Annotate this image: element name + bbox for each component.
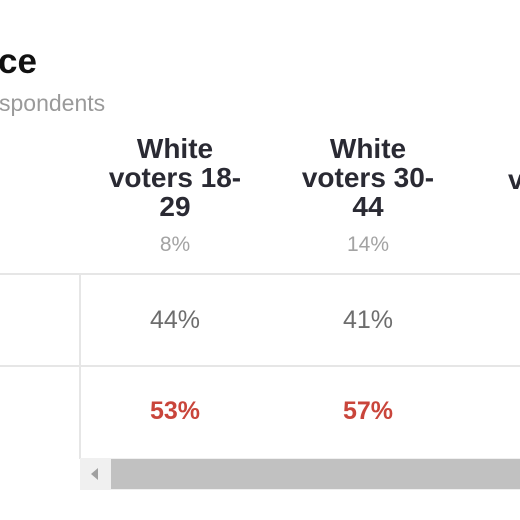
page-subtitle: spondents (0, 90, 106, 116)
triangle-left-icon[interactable] (80, 458, 110, 490)
table-cell: 41% (342, 306, 394, 334)
table-cell-highlight: 53% (149, 397, 201, 425)
column-header-share: 14% (346, 233, 390, 256)
table-divider (0, 273, 520, 275)
column-header-white-30-44: White voters 30-44 14% (278, 134, 458, 257)
column-header-white-18-29: White voters 18-29 8% (85, 134, 265, 257)
horizontal-scrollbar[interactable] (80, 458, 520, 490)
column-header-label: White voters 18-29 (108, 133, 242, 222)
table-column-divider (79, 274, 81, 459)
table-divider (0, 365, 520, 367)
scrollbar-thumb[interactable] (111, 459, 520, 489)
table-cell: 44% (149, 306, 201, 334)
column-header-share: 8% (159, 233, 191, 256)
column-header-partial: v (508, 164, 520, 195)
table-cell-highlight: 57% (342, 397, 394, 425)
column-header-label: White voters 30-44 (301, 133, 435, 222)
page-title: ce (0, 42, 37, 81)
